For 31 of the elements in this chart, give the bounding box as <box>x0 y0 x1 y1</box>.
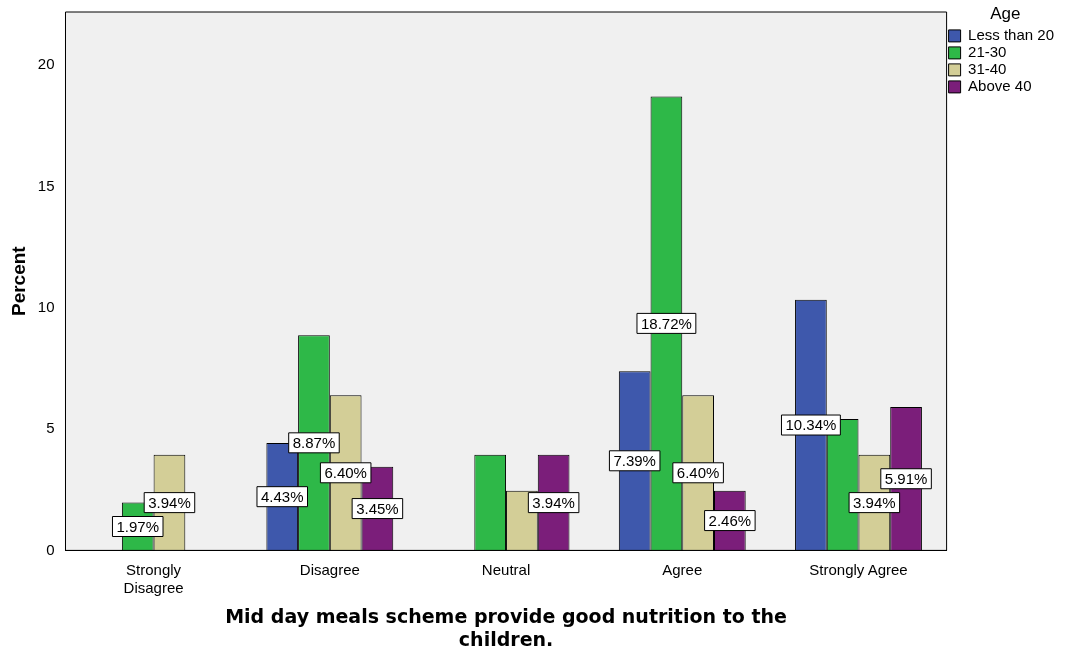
data-label: 6.40% <box>324 463 367 481</box>
y-tick-label: 10 <box>37 298 55 316</box>
legend-label: Less than 20 <box>968 26 1055 44</box>
data-label: 3.94% <box>148 493 191 511</box>
data-label: 1.97% <box>116 517 160 535</box>
data-label: 3.94% <box>853 493 896 511</box>
data-label: 7.39% <box>613 451 656 469</box>
x-tick-label: Disagree <box>299 560 360 578</box>
y-tick-label: 0 <box>46 540 55 558</box>
legend-title: Age <box>990 4 1021 24</box>
legend-label: 31-40 <box>968 60 1007 78</box>
y-tick-label: 15 <box>37 176 55 194</box>
legend-label: 21-30 <box>968 43 1007 61</box>
y-tick-label: 20 <box>37 55 55 73</box>
x-tick-label: Strongly Agree <box>809 560 908 578</box>
data-label: 5.91% <box>884 469 928 487</box>
data-label: 8.87% <box>292 433 336 451</box>
data-label: 3.94% <box>532 493 575 511</box>
legend-label: Above 40 <box>968 77 1032 95</box>
data-label: 6.40% <box>676 463 720 481</box>
x-tick-label: Agree <box>662 560 703 578</box>
data-label: 2.46% <box>708 511 752 529</box>
x-axis-title: Mid day meals scheme provide good nutrition to the children. <box>225 604 787 650</box>
y-tick-label: 5 <box>46 419 55 437</box>
data-label: 3.45% <box>356 499 399 517</box>
data-label: 10.34% <box>785 416 837 434</box>
y-axis-title: Percent <box>7 245 29 317</box>
x-tick-label: Strongly Disagree <box>123 560 184 596</box>
data-label: 4.43% <box>260 487 304 505</box>
x-tick-label: Neutral <box>481 560 531 578</box>
data-label: 18.72% <box>640 314 692 332</box>
